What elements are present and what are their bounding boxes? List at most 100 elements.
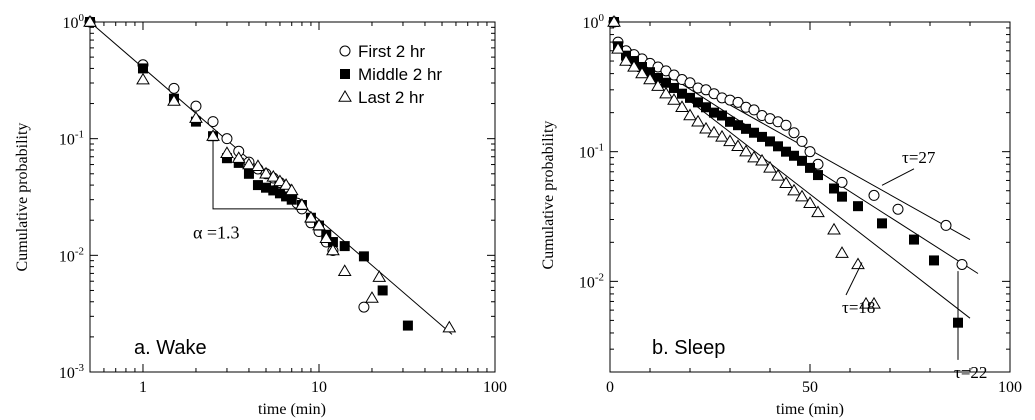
data-point-b-s1 <box>829 183 839 194</box>
data-point-a-s0 <box>168 82 180 94</box>
legend-a: First 2 hr Middle 2 hr Last 2 hr <box>338 42 442 107</box>
data-point-b-s0 <box>956 258 968 270</box>
data-point-b-s2 <box>607 15 621 27</box>
data-point-a-s2 <box>220 146 234 158</box>
data-point-b-s2 <box>763 160 777 173</box>
data-point-a-s1 <box>252 180 263 191</box>
data-point-a-s2 <box>365 291 379 303</box>
data-point-a-s2 <box>189 111 203 123</box>
data-point-b-s2 <box>683 108 697 121</box>
data-point-a-s1 <box>221 153 232 164</box>
x-tick-label-b: 50 <box>802 379 818 396</box>
data-point-a-s2 <box>251 159 265 171</box>
data-point-b-s0 <box>748 104 760 116</box>
data-point-a-s1 <box>261 182 272 193</box>
data-point-b-s2 <box>611 41 625 54</box>
data-point-b-s2 <box>739 144 753 157</box>
data-point-a-s2 <box>372 270 387 282</box>
data-point-b-s2 <box>667 93 681 105</box>
y-tick-label-a: 10-3 <box>59 362 85 382</box>
legend-label-a: Last 2 hr <box>358 88 424 107</box>
annotation-leader <box>845 262 863 296</box>
data-point-b-s2 <box>643 72 657 85</box>
data-point-b-s2 <box>795 189 809 202</box>
data-point-b-s1 <box>853 201 863 212</box>
x-tick-label-a: 100 <box>483 379 507 396</box>
data-point-a-s2 <box>279 178 293 190</box>
data-point-b-s2 <box>779 176 793 189</box>
legend-marker-a <box>339 45 351 57</box>
data-point-b-s1 <box>797 155 807 166</box>
data-point-a-s0 <box>221 133 233 145</box>
data-point-b-s1 <box>653 72 663 83</box>
data-point-b-s1 <box>669 82 679 93</box>
data-point-b-s2 <box>635 66 649 79</box>
panel-label-a: a. Wake <box>134 337 207 359</box>
x-tick-label-b: 100 <box>998 379 1022 396</box>
data-point-b-s2 <box>675 100 689 112</box>
data-point-a-s2 <box>231 151 246 163</box>
data-point-b-s2 <box>723 134 737 147</box>
x-tick-label-b: 0 <box>606 379 614 396</box>
data-point-b-s1 <box>909 234 919 245</box>
y-tick-label-a: 10-2 <box>59 245 84 265</box>
data-point-b-s1 <box>677 88 687 99</box>
slope-triangle-a <box>212 138 302 210</box>
data-point-b-s1 <box>725 116 735 127</box>
data-point-b-s0 <box>732 96 744 108</box>
legend-marker-a <box>340 69 350 79</box>
data-point-b-s2 <box>699 121 713 134</box>
panel-label-b: b. Sleep <box>652 337 725 359</box>
data-point-a-s1 <box>281 191 292 202</box>
data-point-a-s1 <box>377 285 388 296</box>
data-point-a-s1 <box>402 320 413 331</box>
data-point-b-s1 <box>837 191 847 202</box>
data-point-b-s1 <box>805 162 815 173</box>
data-point-b-s0 <box>940 219 952 231</box>
data-point-b-s2 <box>851 257 865 270</box>
x-axis-label-b: time (min) <box>776 401 844 418</box>
data-point-b-s0 <box>868 189 880 201</box>
data-point-a-s1 <box>339 241 350 252</box>
data-point-a-s2 <box>266 169 281 182</box>
data-point-b-s2 <box>787 183 801 196</box>
data-point-a-s2 <box>442 320 457 333</box>
data-point-b-s2 <box>651 79 665 91</box>
data-point-b-s0 <box>788 127 800 139</box>
data-point-a-s2 <box>312 218 326 231</box>
y-axis-label-b: Cumulative probability <box>540 121 557 270</box>
data-point-a-s1 <box>327 237 338 248</box>
data-point-a-s2 <box>136 72 150 85</box>
x-axis-label-a: time (min) <box>258 401 326 418</box>
data-point-b-s1 <box>709 107 719 118</box>
data-point-b-s1 <box>717 110 727 121</box>
alpha-annotation: α =1.3 <box>193 222 240 242</box>
data-point-b-s2 <box>827 222 841 235</box>
data-point-b-s2 <box>811 205 825 218</box>
panel-b-sleep: Cumulative probability time (min) b. Sle… <box>540 12 1022 418</box>
y-tick-label-b: 10-2 <box>579 271 604 291</box>
data-point-b-s2 <box>835 246 849 258</box>
data-point-b-s0 <box>804 146 816 158</box>
plot-frame-a <box>89 21 496 373</box>
data-point-b-s2 <box>747 150 761 163</box>
data-point-b-s2 <box>707 125 721 138</box>
data-point-b-s2 <box>771 168 785 181</box>
data-point-a-s2 <box>259 166 273 179</box>
data-point-b-s1 <box>749 127 759 138</box>
y-tick-label-b: 100 <box>583 12 605 32</box>
x-tick-label-a: 10 <box>311 379 327 396</box>
tau-annotation: τ=27 <box>902 148 936 167</box>
data-point-b-s1 <box>765 136 775 147</box>
data-point-a-s2 <box>326 243 340 256</box>
tau-annotation: τ=18 <box>842 298 875 317</box>
data-point-b-s1 <box>701 102 711 113</box>
data-point-a-s2 <box>337 264 352 276</box>
data-point-a-s2 <box>295 198 309 210</box>
data-point-b-s2 <box>803 196 817 208</box>
data-point-b-s1 <box>813 170 823 181</box>
data-point-b-s0 <box>684 77 696 89</box>
data-point-a-s1 <box>268 185 279 196</box>
data-point-a-s2 <box>242 157 256 170</box>
data-point-a-s2 <box>304 210 318 223</box>
